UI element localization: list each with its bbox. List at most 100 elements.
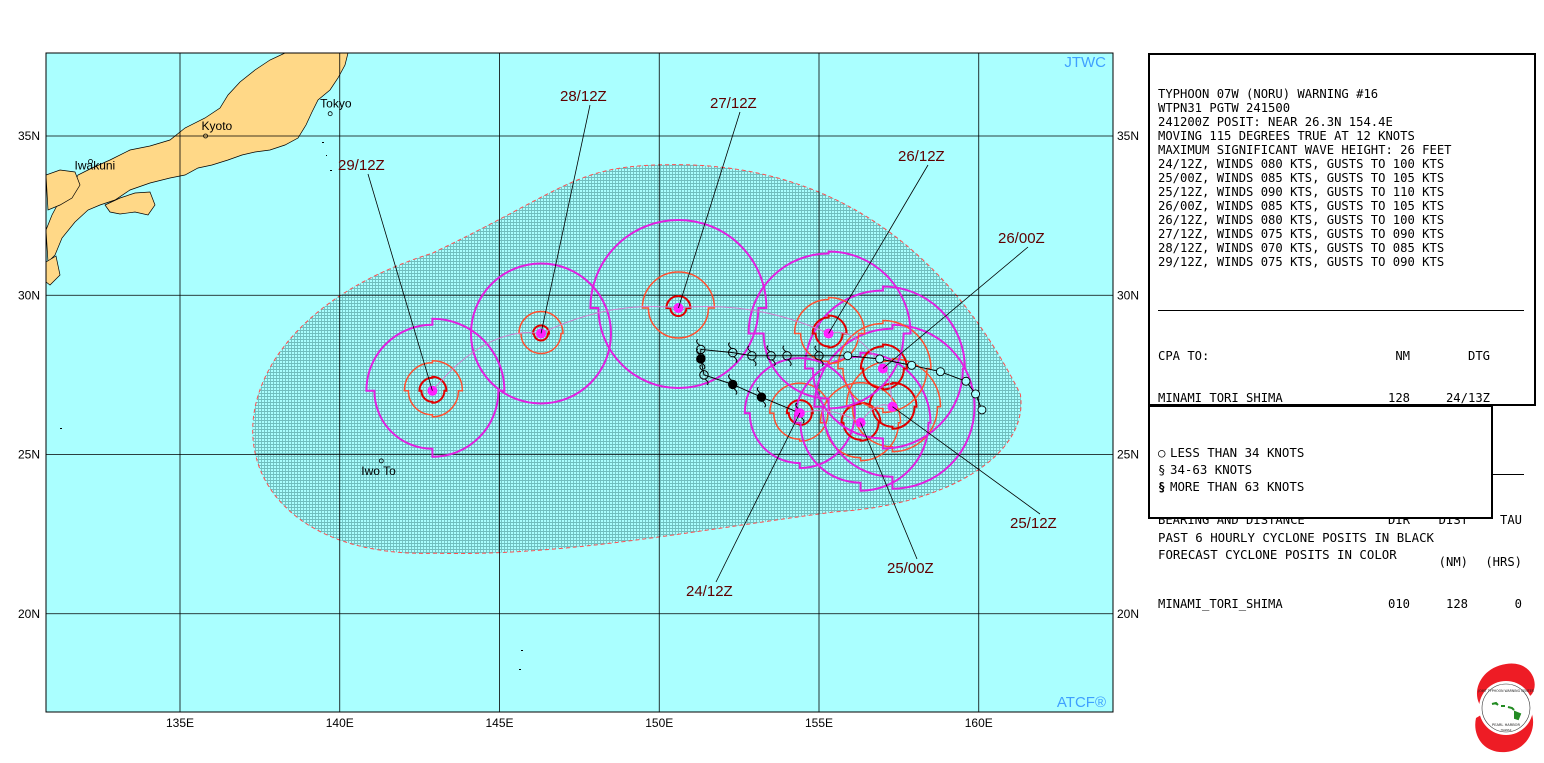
bearing-table: MINAMI_TORI_SHIMA 010 128 0	[1158, 597, 1534, 611]
wind-radius-34kt	[469, 262, 613, 405]
axis-labels: 35N 35N 30N 30N 25N 25N 20N 20N 135E 140E 145E 150E…	[18, 129, 1139, 730]
warning-line: 29/12Z, WINDS 075 KTS, GUSTS TO 090 KTS	[1158, 255, 1445, 269]
bearing-cell: 010	[1387, 597, 1410, 611]
cpa-title: CPA TO:	[1158, 349, 1210, 363]
open-circle-icon	[907, 360, 917, 370]
warning-line: WTPN31 PGTW 241500	[1158, 101, 1291, 115]
wind-radius-64kt	[665, 294, 692, 318]
legend-item: ○ LESS THAN 34 KNOTS	[1158, 444, 1491, 461]
place-label: Tokyo	[320, 97, 352, 111]
legend-item: § MORE THAN 63 KNOTS	[1158, 478, 1491, 495]
dtg-label: 29/12Z	[338, 157, 385, 174]
open-circle-icon	[977, 405, 987, 415]
dtg-label: 25/12Z	[1010, 515, 1057, 532]
dtg-label: 24/12Z	[686, 583, 733, 600]
legend-label: LESS THAN 34 KNOTS	[1170, 445, 1305, 460]
logo-text-top: JOINT TYPHOON WARNING CENTER	[1477, 689, 1535, 693]
cpa-header: CPA TO: NM DTG	[1158, 349, 1534, 363]
lon-label: 160E	[965, 716, 993, 730]
legend-item: § 34-63 KNOTS	[1158, 461, 1491, 478]
lat-label: 30N	[18, 288, 40, 302]
japan-landmass	[46, 53, 349, 286]
jtwc-label: JTWC	[1064, 54, 1106, 71]
storm-filled-icon: §	[1158, 479, 1166, 494]
place-marker-icon	[203, 133, 208, 139]
cpa-row: MINAMI_TORI_SHIMA 128 24/13Z	[1158, 391, 1534, 405]
wind-radius-50kt	[837, 319, 932, 414]
place-label: Iwakuni	[75, 158, 116, 172]
warning-line: 24/12Z, WINDS 080 KTS, GUSTS TO 100 KTS	[1158, 157, 1445, 171]
place-label: Kyoto	[202, 119, 233, 133]
map-frame	[45, 52, 1114, 713]
bearing-col-tau: TAU	[1499, 513, 1522, 527]
wind-radius-64kt	[859, 343, 908, 391]
bearing-units: (NM) (HRS)	[1158, 555, 1534, 569]
legend-notes: PAST 6 HOURLY CYCLONE POSITS IN BLACK FOR…	[1158, 529, 1491, 563]
open-circle-icon	[843, 351, 853, 361]
bearing-cell: MINAMI_TORI_SHIMA	[1158, 597, 1283, 611]
storm-open-icon	[747, 345, 757, 367]
dtg-leader-line	[828, 164, 929, 334]
dtg-leader-line	[540, 104, 591, 334]
warning-line: 27/12Z, WINDS 075 KTS, GUSTS TO 090 KTS	[1158, 227, 1445, 241]
jtwc-logo: JOINT TYPHOON WARNING CENTER PEARL HARBO…	[1475, 663, 1535, 753]
dtg-leader-line	[892, 406, 1041, 515]
warning-line: TYPHOON 07W (NORU) WARNING #16	[1158, 87, 1379, 101]
forecast-label-leaders	[367, 104, 1041, 583]
past-track	[696, 338, 987, 424]
open-circle-icon	[971, 389, 981, 399]
atcf-label: ATCF®	[1057, 694, 1106, 711]
warning-line: 25/00Z, WINDS 085 KTS, GUSTS TO 105 KTS	[1158, 171, 1445, 185]
wind-radius-34kt	[793, 351, 932, 492]
storm-filled-icon	[756, 386, 767, 408]
open-circle-icon	[961, 376, 971, 386]
storm-open-icon	[766, 345, 776, 367]
place-names: Tokyo Kyoto Iwakuni Iwo To	[75, 97, 397, 478]
logo-text-bottom: PEARL HARBOR	[1492, 723, 1520, 727]
lon-label: 140E	[326, 716, 354, 730]
lon-label: 145E	[485, 716, 513, 730]
place-marker-icon	[327, 111, 333, 117]
storm-open-icon	[782, 345, 792, 367]
wind-radius-50kt	[845, 357, 942, 453]
bearing-cell: 0	[1514, 597, 1522, 611]
dtg-leader-line	[715, 412, 801, 583]
open-circle-icon: ○	[1158, 445, 1166, 460]
lon-label: 135E	[166, 716, 194, 730]
logo-disc	[1479, 681, 1533, 735]
wind-radius-64kt	[811, 314, 848, 349]
storm-open-icon	[699, 364, 709, 386]
cpa-cell: MINAMI_TORI_SHIMA	[1158, 391, 1283, 405]
forecast-dtg-labels: 24/12Z 25/00Z 25/12Z 26/00Z 26/12Z 27/12Z 28/1…	[338, 88, 1057, 600]
open-circle-icon	[875, 354, 885, 364]
dtg-label: 27/12Z	[710, 95, 757, 112]
lat-label: 20N	[1117, 607, 1139, 621]
wind-radius-34kt	[589, 218, 768, 390]
place-label: Iwo To	[361, 464, 396, 478]
dtg-leader-line	[367, 173, 433, 391]
warning-line: 26/00Z, WINDS 085 KTS, GUSTS TO 105 KTS	[1158, 199, 1445, 213]
dtg-leader-line	[678, 111, 741, 309]
dtg-label: 28/12Z	[560, 88, 607, 105]
warning-line: 241200Z POSIT: NEAR 26.3N 154.4E	[1158, 115, 1393, 129]
storm-filled-icon	[696, 348, 706, 370]
dtg-leader-line	[882, 246, 1029, 369]
storm-open-icon	[814, 345, 824, 367]
warning-panel: TYPHOON 07W (NORU) WARNING #16 WTPN31 PGT…	[1148, 53, 1536, 611]
storm-open-icon: §	[1158, 462, 1166, 477]
wind-radius-50kt	[793, 296, 866, 365]
cpa-cell: 24/13Z	[1445, 391, 1490, 405]
legend-items: ○ LESS THAN 34 KNOTS § 34-63 KNOTS § MORE THA…	[1158, 444, 1491, 495]
lon-label: 155E	[805, 716, 833, 730]
place-marker-icon	[88, 159, 93, 164]
cpa-cell: 128	[1387, 391, 1410, 405]
legend-label: MORE THAN 63 KNOTS	[1170, 479, 1305, 494]
warning-line: 25/12Z, WINDS 090 KTS, GUSTS TO 110 KTS	[1158, 185, 1445, 199]
lat-label: 25N	[1117, 448, 1139, 462]
open-circle-icon	[935, 367, 945, 377]
lat-label: 35N	[18, 129, 40, 143]
logo-text-state: HAWAII	[1501, 728, 1512, 732]
warning-line: 26/12Z, WINDS 080 KTS, GUSTS TO 100 KTS	[1158, 213, 1445, 227]
cpa-col-dtg: DTG	[1467, 349, 1490, 363]
wind-radius-34kt	[803, 285, 966, 450]
